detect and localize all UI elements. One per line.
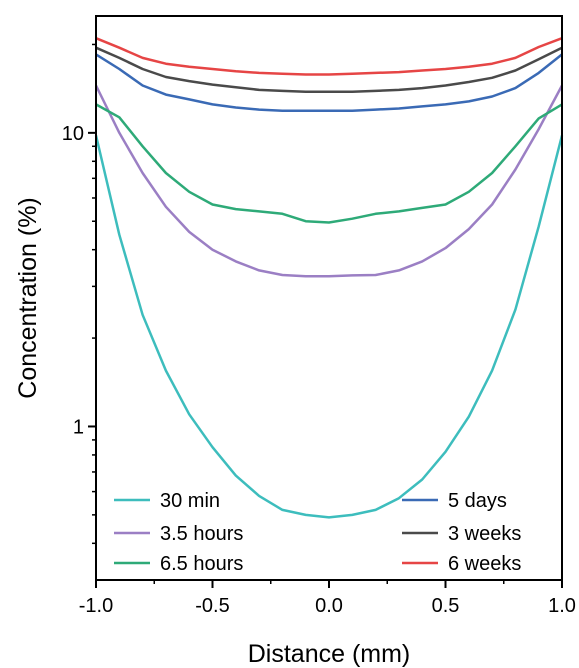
x-axis-title: Distance (mm) bbox=[248, 640, 411, 668]
x-axis-ticks: -1.0 -0.5 0.0 0.5 1.0 bbox=[79, 580, 576, 617]
legend: 30 min 3.5 hours 6.5 hours 5 days 3 weeks 6 w… bbox=[114, 490, 521, 575]
y-axis-title: Concentration (%) bbox=[14, 197, 42, 398]
legend-item: 6.5 hours bbox=[114, 553, 243, 575]
x-tick-label: -0.5 bbox=[195, 595, 229, 617]
y-axis-ticks: 1 10 bbox=[62, 43, 96, 545]
legend-item: 30 min bbox=[114, 490, 220, 512]
legend-label: 3.5 hours bbox=[160, 523, 243, 545]
legend-item: 3.5 hours bbox=[114, 523, 243, 545]
legend-label: 6 weeks bbox=[448, 553, 521, 575]
series-line-2 bbox=[95, 103, 563, 224]
series-line-3 bbox=[95, 53, 563, 112]
x-tick-label: 1.0 bbox=[548, 595, 576, 617]
x-tick-label: -1.0 bbox=[79, 595, 113, 617]
series-line-5 bbox=[95, 37, 563, 76]
y-tick-label: 1 bbox=[73, 416, 84, 438]
legend-label: 3 weeks bbox=[448, 523, 521, 545]
legend-item: 6 weeks bbox=[402, 553, 521, 575]
x-tick-label: 0.5 bbox=[432, 595, 460, 617]
plot-series bbox=[94, 37, 564, 519]
legend-label: 6.5 hours bbox=[160, 553, 243, 575]
legend-item: 3 weeks bbox=[402, 523, 521, 545]
x-tick-label: 0.0 bbox=[315, 595, 343, 617]
series-line-4 bbox=[95, 46, 563, 94]
legend-label: 30 min bbox=[160, 490, 220, 512]
legend-item: 5 days bbox=[402, 490, 507, 512]
series-line-0 bbox=[94, 135, 564, 519]
series-line-1 bbox=[94, 84, 564, 278]
y-tick-label: 10 bbox=[62, 123, 84, 145]
legend-label: 5 days bbox=[448, 490, 507, 512]
